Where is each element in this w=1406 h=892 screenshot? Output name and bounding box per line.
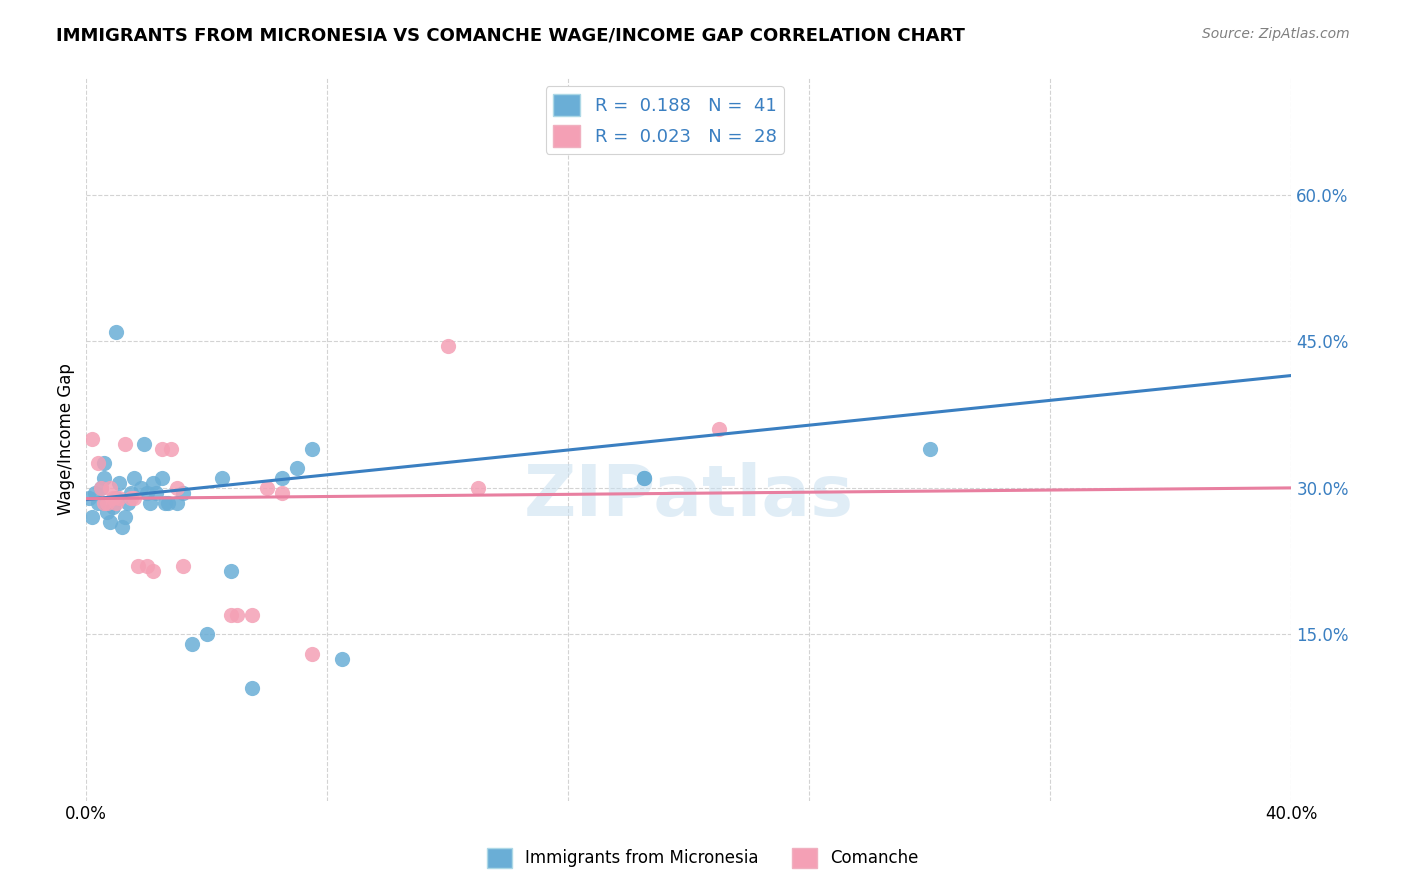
Point	[93, 471, 115, 485]
Point	[271, 485, 294, 500]
Point	[301, 442, 323, 456]
Point	[633, 471, 655, 485]
Point	[145, 485, 167, 500]
Point	[166, 481, 188, 495]
Point	[111, 520, 134, 534]
Point	[105, 495, 128, 509]
Point	[82, 510, 104, 524]
Point	[467, 481, 489, 495]
Point	[132, 437, 155, 451]
Legend: R =  0.188   N =  41, R =  0.023   N =  28: R = 0.188 N = 41, R = 0.023 N = 28	[546, 87, 783, 154]
Point	[240, 681, 263, 696]
Point	[105, 491, 128, 505]
Point	[108, 475, 131, 490]
Point	[226, 607, 249, 622]
Point	[219, 564, 242, 578]
Point	[142, 475, 165, 490]
Point	[79, 491, 101, 505]
Point	[150, 442, 173, 456]
Point	[100, 515, 122, 529]
Point	[172, 485, 194, 500]
Point	[195, 627, 218, 641]
Point	[87, 495, 110, 509]
Point	[180, 637, 202, 651]
Point	[121, 491, 143, 505]
Text: ZIPatlas: ZIPatlas	[524, 462, 853, 532]
Point	[135, 559, 157, 574]
Point	[127, 559, 149, 574]
Point	[332, 652, 354, 666]
Point	[105, 325, 128, 339]
Point	[633, 471, 655, 485]
Point	[117, 495, 139, 509]
Point	[90, 481, 112, 495]
Point	[100, 481, 122, 495]
Point	[108, 491, 131, 505]
Point	[93, 457, 115, 471]
Point	[114, 510, 136, 524]
Point	[121, 485, 143, 500]
Point	[153, 495, 176, 509]
Point	[129, 481, 152, 495]
Point	[219, 607, 242, 622]
Point	[96, 505, 118, 519]
Point	[103, 500, 125, 515]
Point	[707, 422, 730, 436]
Point	[142, 564, 165, 578]
Point	[150, 471, 173, 485]
Point	[271, 471, 294, 485]
Point	[82, 432, 104, 446]
Point	[172, 559, 194, 574]
Point	[211, 471, 233, 485]
Point	[90, 481, 112, 495]
Point	[124, 491, 146, 505]
Point	[96, 495, 118, 509]
Point	[166, 495, 188, 509]
Point	[135, 485, 157, 500]
Point	[93, 495, 115, 509]
Y-axis label: Wage/Income Gap: Wage/Income Gap	[58, 363, 75, 515]
Point	[159, 442, 181, 456]
Point	[103, 491, 125, 505]
Point	[918, 442, 941, 456]
Point	[301, 647, 323, 661]
Point	[84, 485, 107, 500]
Point	[240, 607, 263, 622]
Legend: Immigrants from Micronesia, Comanche: Immigrants from Micronesia, Comanche	[481, 841, 925, 875]
Text: Source: ZipAtlas.com: Source: ZipAtlas.com	[1202, 27, 1350, 41]
Point	[437, 339, 460, 353]
Point	[285, 461, 308, 475]
Point	[156, 495, 179, 509]
Point	[124, 471, 146, 485]
Point	[114, 437, 136, 451]
Point	[87, 457, 110, 471]
Text: IMMIGRANTS FROM MICRONESIA VS COMANCHE WAGE/INCOME GAP CORRELATION CHART: IMMIGRANTS FROM MICRONESIA VS COMANCHE W…	[56, 27, 965, 45]
Point	[138, 495, 160, 509]
Point	[256, 481, 278, 495]
